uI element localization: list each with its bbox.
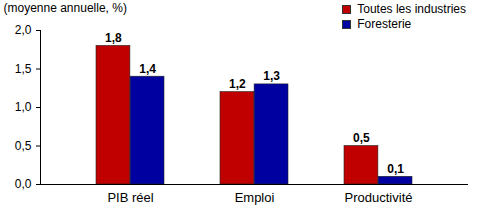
svg-text:1,4: 1,4 (139, 62, 156, 76)
svg-text:1,0: 1,0 (15, 100, 32, 114)
html-text:Toutes les industries: Toutes les industries (357, 2, 466, 16)
svg-text:1,8: 1,8 (105, 31, 122, 45)
svg-text:0,5: 0,5 (15, 139, 32, 153)
svg-text:0,1: 0,1 (387, 162, 404, 176)
svg-text:0,5: 0,5 (353, 131, 370, 145)
svg-text:Emploi: Emploi (235, 190, 275, 205)
svg-text:PIB réel: PIB réel (107, 190, 153, 205)
svg-text:1,2: 1,2 (229, 77, 246, 91)
svg-text:1,3: 1,3 (263, 69, 280, 83)
svg-text:Productivité: Productivité (345, 190, 413, 205)
svg-text:1,5: 1,5 (15, 62, 32, 76)
svg-text:0,0: 0,0 (15, 177, 32, 191)
html-text:Foresterie: Foresterie (357, 17, 412, 31)
svg-text:(moyenne annuelle, %): (moyenne annuelle, %) (4, 1, 127, 15)
svg-text:2,0: 2,0 (15, 23, 32, 37)
